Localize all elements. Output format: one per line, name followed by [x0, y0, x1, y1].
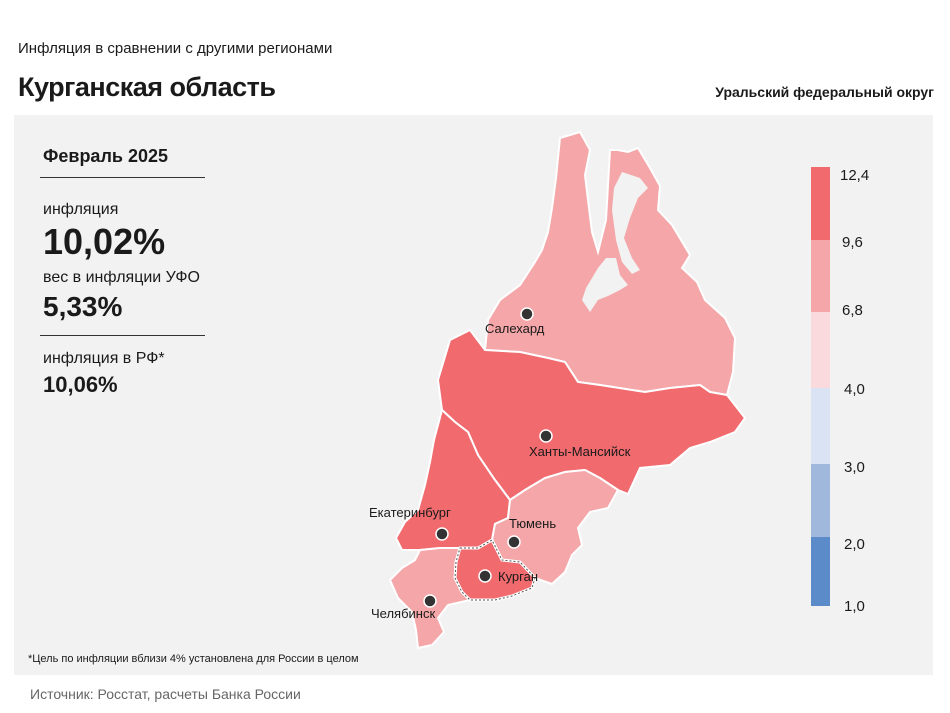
- ekaterinburg-label: Екатеринбург: [369, 505, 451, 520]
- legend-swatch-3: [811, 312, 830, 388]
- legend-tick-2: 9,6: [842, 234, 863, 251]
- region-kurgan-outline: [454, 539, 536, 601]
- legend-swatch-6: [811, 537, 830, 606]
- footnote: *Цель по инфляции вблизи 4% установлена …: [28, 653, 359, 665]
- kurgan-label: Курган: [498, 569, 538, 584]
- salekhard-marker[interactable]: [520, 307, 534, 321]
- inflation-value: 10,02%: [43, 221, 166, 262]
- period-label: Февраль 2025: [40, 140, 205, 178]
- salekhard-label: Салехард: [485, 321, 545, 336]
- tyumen-label: Тюмень: [509, 516, 556, 531]
- legend-tick-4: 4,0: [844, 381, 865, 398]
- legend-swatch-2: [811, 240, 830, 312]
- rf-inflation-value: 10,06%: [43, 372, 118, 397]
- tyumen-marker[interactable]: [507, 535, 521, 549]
- kurgan-marker[interactable]: [478, 569, 492, 583]
- chart-subtitle: Инфляция в сравнении с другими регионами: [18, 40, 333, 57]
- legend-tick-5: 3,0: [844, 459, 865, 476]
- stats-divider: [40, 335, 205, 336]
- legend-swatch-1: [811, 167, 830, 240]
- weight-value: 5,33%: [43, 291, 123, 322]
- rf-inflation-label: инфляция в РФ*: [43, 350, 165, 367]
- khanty-marker[interactable]: [539, 429, 553, 443]
- source-note: Источник: Росстат, расчеты Банка России: [30, 686, 301, 702]
- stats-panel: Февраль 2025 инфляция 10,02% вес в инфля…: [40, 140, 205, 398]
- chelyabinsk-marker[interactable]: [423, 594, 437, 608]
- inflation-label: инфляция: [43, 201, 119, 218]
- legend-tick-3: 6,8: [842, 302, 863, 319]
- legend-swatch-5: [811, 464, 830, 537]
- legend: 12,4 9,6 6,8 4,0 3,0 2,0 1,0: [811, 167, 869, 615]
- legend-tick-1: 12,4: [840, 167, 869, 184]
- weight-label: вес в инфляции УФО: [43, 269, 200, 286]
- chelyabinsk-label: Челябинск: [371, 606, 435, 621]
- ekaterinburg-marker[interactable]: [435, 527, 449, 541]
- legend-tick-7: 1,0: [844, 598, 865, 615]
- page-title: Курганская область: [18, 72, 276, 102]
- khanty-label: Ханты-Мансийск: [529, 444, 631, 459]
- legend-tick-6: 2,0: [844, 536, 865, 553]
- district-label: Уральский федеральный округ: [715, 84, 934, 100]
- legend-swatch-4: [811, 388, 830, 464]
